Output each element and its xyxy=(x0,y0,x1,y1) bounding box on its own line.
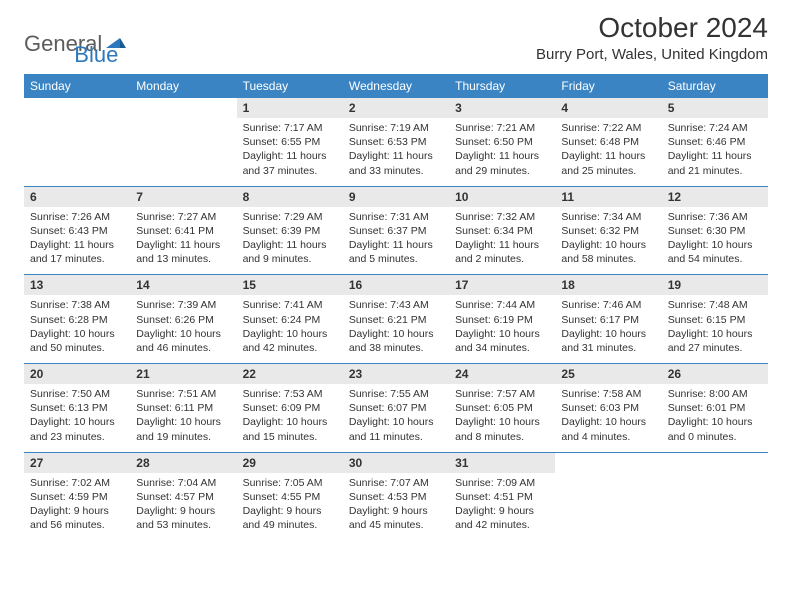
day-number-row: 13141516171819 xyxy=(24,275,768,296)
logo: General Blue xyxy=(24,12,118,68)
day-number-cell: 15 xyxy=(237,275,343,296)
day-number-cell: 13 xyxy=(24,275,130,296)
day-number-cell: 30 xyxy=(343,452,449,473)
day-number-cell: 21 xyxy=(130,364,236,385)
day-content-cell xyxy=(24,118,130,186)
day-number-cell: 4 xyxy=(555,98,661,119)
day-content-cell: Sunrise: 7:31 AMSunset: 6:37 PMDaylight:… xyxy=(343,207,449,275)
day-content-cell: Sunrise: 7:29 AMSunset: 6:39 PMDaylight:… xyxy=(237,207,343,275)
day-number-cell: 8 xyxy=(237,186,343,207)
day-content-cell: Sunrise: 7:58 AMSunset: 6:03 PMDaylight:… xyxy=(555,384,661,452)
day-content-cell: Sunrise: 7:34 AMSunset: 6:32 PMDaylight:… xyxy=(555,207,661,275)
day-number-cell: 22 xyxy=(237,364,343,385)
day-number-cell: 16 xyxy=(343,275,449,296)
day-content-cell: Sunrise: 7:07 AMSunset: 4:53 PMDaylight:… xyxy=(343,473,449,541)
day-number-cell: 19 xyxy=(662,275,768,296)
day-header: Sunday xyxy=(24,75,130,98)
day-number-cell: 17 xyxy=(449,275,555,296)
day-number-cell: 10 xyxy=(449,186,555,207)
day-number-cell: 6 xyxy=(24,186,130,207)
day-number-cell: 18 xyxy=(555,275,661,296)
day-header: Friday xyxy=(555,75,661,98)
day-content-cell: Sunrise: 7:21 AMSunset: 6:50 PMDaylight:… xyxy=(449,118,555,186)
day-number-cell: 24 xyxy=(449,364,555,385)
calendar-table: SundayMondayTuesdayWednesdayThursdayFrid… xyxy=(24,74,768,540)
day-content-cell: Sunrise: 7:26 AMSunset: 6:43 PMDaylight:… xyxy=(24,207,130,275)
day-header: Monday xyxy=(130,75,236,98)
day-content-row: Sunrise: 7:38 AMSunset: 6:28 PMDaylight:… xyxy=(24,295,768,363)
day-number-cell xyxy=(555,452,661,473)
day-number-cell: 11 xyxy=(555,186,661,207)
day-content-cell: Sunrise: 7:24 AMSunset: 6:46 PMDaylight:… xyxy=(662,118,768,186)
day-number-cell xyxy=(130,98,236,119)
day-content-row: Sunrise: 7:17 AMSunset: 6:55 PMDaylight:… xyxy=(24,118,768,186)
day-number-cell: 28 xyxy=(130,452,236,473)
day-number-cell: 27 xyxy=(24,452,130,473)
day-number-cell: 12 xyxy=(662,186,768,207)
title-block: October 2024 Burry Port, Wales, United K… xyxy=(536,12,768,63)
day-content-cell: Sunrise: 7:41 AMSunset: 6:24 PMDaylight:… xyxy=(237,295,343,363)
day-number-cell: 9 xyxy=(343,186,449,207)
day-number-cell: 29 xyxy=(237,452,343,473)
day-content-cell: Sunrise: 7:46 AMSunset: 6:17 PMDaylight:… xyxy=(555,295,661,363)
day-content-cell: Sunrise: 7:50 AMSunset: 6:13 PMDaylight:… xyxy=(24,384,130,452)
day-number-cell: 31 xyxy=(449,452,555,473)
day-content-cell: Sunrise: 7:39 AMSunset: 6:26 PMDaylight:… xyxy=(130,295,236,363)
day-content-cell: Sunrise: 7:02 AMSunset: 4:59 PMDaylight:… xyxy=(24,473,130,541)
day-content-cell: Sunrise: 8:00 AMSunset: 6:01 PMDaylight:… xyxy=(662,384,768,452)
day-content-cell: Sunrise: 7:36 AMSunset: 6:30 PMDaylight:… xyxy=(662,207,768,275)
day-number-cell xyxy=(662,452,768,473)
day-number-cell: 7 xyxy=(130,186,236,207)
day-number-cell: 14 xyxy=(130,275,236,296)
day-content-cell: Sunrise: 7:09 AMSunset: 4:51 PMDaylight:… xyxy=(449,473,555,541)
day-content-row: Sunrise: 7:02 AMSunset: 4:59 PMDaylight:… xyxy=(24,473,768,541)
day-number-cell: 1 xyxy=(237,98,343,119)
day-number-cell: 23 xyxy=(343,364,449,385)
day-number-row: 6789101112 xyxy=(24,186,768,207)
day-content-cell xyxy=(662,473,768,541)
day-header: Wednesday xyxy=(343,75,449,98)
day-number-row: 20212223242526 xyxy=(24,364,768,385)
day-content-cell: Sunrise: 7:43 AMSunset: 6:21 PMDaylight:… xyxy=(343,295,449,363)
day-content-cell: Sunrise: 7:27 AMSunset: 6:41 PMDaylight:… xyxy=(130,207,236,275)
day-number-cell xyxy=(24,98,130,119)
logo-text-blue: Blue xyxy=(74,42,118,68)
day-content-cell: Sunrise: 7:32 AMSunset: 6:34 PMDaylight:… xyxy=(449,207,555,275)
day-content-cell xyxy=(555,473,661,541)
day-header: Tuesday xyxy=(237,75,343,98)
day-number-cell: 25 xyxy=(555,364,661,385)
day-number-cell: 26 xyxy=(662,364,768,385)
day-content-cell: Sunrise: 7:05 AMSunset: 4:55 PMDaylight:… xyxy=(237,473,343,541)
day-header: Thursday xyxy=(449,75,555,98)
header: General Blue October 2024 Burry Port, Wa… xyxy=(24,12,768,68)
day-content-row: Sunrise: 7:50 AMSunset: 6:13 PMDaylight:… xyxy=(24,384,768,452)
day-content-row: Sunrise: 7:26 AMSunset: 6:43 PMDaylight:… xyxy=(24,207,768,275)
day-content-cell: Sunrise: 7:04 AMSunset: 4:57 PMDaylight:… xyxy=(130,473,236,541)
day-content-cell: Sunrise: 7:48 AMSunset: 6:15 PMDaylight:… xyxy=(662,295,768,363)
day-number-cell: 20 xyxy=(24,364,130,385)
day-content-cell: Sunrise: 7:55 AMSunset: 6:07 PMDaylight:… xyxy=(343,384,449,452)
month-title: October 2024 xyxy=(536,12,768,44)
day-content-cell: Sunrise: 7:53 AMSunset: 6:09 PMDaylight:… xyxy=(237,384,343,452)
calendar-header-row: SundayMondayTuesdayWednesdayThursdayFrid… xyxy=(24,75,768,98)
day-number-cell: 2 xyxy=(343,98,449,119)
day-content-cell: Sunrise: 7:51 AMSunset: 6:11 PMDaylight:… xyxy=(130,384,236,452)
day-content-cell: Sunrise: 7:57 AMSunset: 6:05 PMDaylight:… xyxy=(449,384,555,452)
day-number-cell: 5 xyxy=(662,98,768,119)
day-header: Saturday xyxy=(662,75,768,98)
day-number-row: 12345 xyxy=(24,98,768,119)
day-content-cell: Sunrise: 7:38 AMSunset: 6:28 PMDaylight:… xyxy=(24,295,130,363)
day-content-cell: Sunrise: 7:17 AMSunset: 6:55 PMDaylight:… xyxy=(237,118,343,186)
day-number-cell: 3 xyxy=(449,98,555,119)
day-content-cell: Sunrise: 7:19 AMSunset: 6:53 PMDaylight:… xyxy=(343,118,449,186)
day-content-cell: Sunrise: 7:22 AMSunset: 6:48 PMDaylight:… xyxy=(555,118,661,186)
day-content-cell xyxy=(130,118,236,186)
location: Burry Port, Wales, United Kingdom xyxy=(536,46,768,63)
day-content-cell: Sunrise: 7:44 AMSunset: 6:19 PMDaylight:… xyxy=(449,295,555,363)
calendar-page: General Blue October 2024 Burry Port, Wa… xyxy=(0,0,792,552)
day-number-row: 2728293031 xyxy=(24,452,768,473)
